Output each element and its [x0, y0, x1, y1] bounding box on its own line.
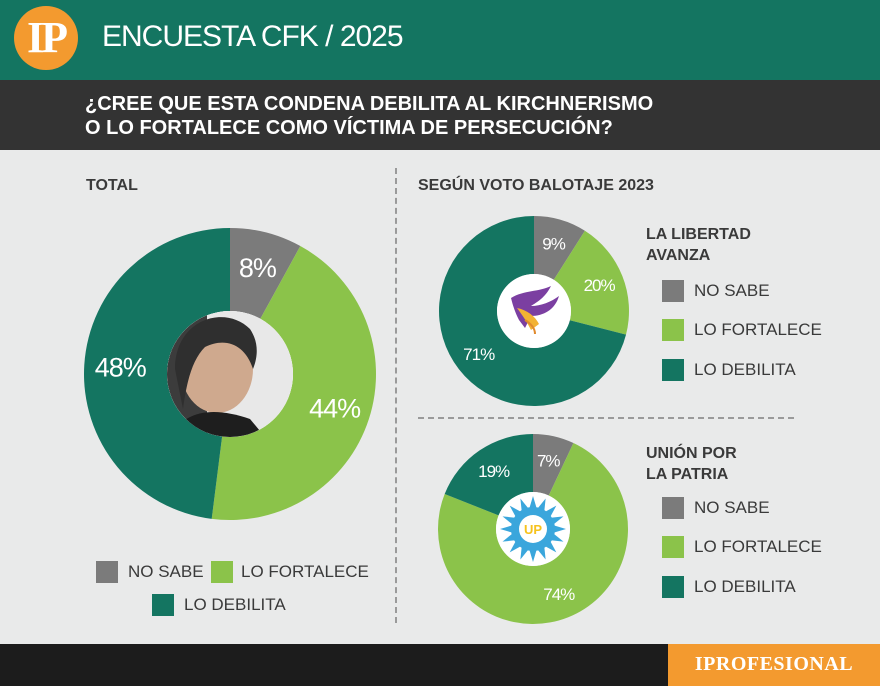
legend-label: NO SABE: [128, 562, 204, 581]
sun-ray: [500, 525, 514, 533]
legend-lla-lo-debilita: LO DEBILITA: [662, 359, 796, 381]
slice-label-no-sabe: 9%: [542, 235, 565, 254]
total-section-title: TOTAL: [86, 177, 138, 194]
footer-brand-box: IPROFESIONAL: [668, 644, 880, 686]
swatch-no-sabe: [662, 280, 684, 302]
up-title-line-2: LA PATRIA: [646, 466, 729, 483]
lla-title: LA LIBERTAD AVANZA: [646, 224, 751, 266]
lla-eagle-logo: [511, 286, 559, 335]
swatch-lo-debilita: [662, 576, 684, 598]
slice-no-sabe: [230, 228, 301, 319]
legend-label: LO DEBILITA: [694, 577, 796, 596]
up-donut-chart: UP 7% 74% 19%: [438, 434, 628, 624]
swatch-lo-debilita: [662, 359, 684, 381]
legend-total-lo-debilita: LO DEBILITA: [152, 594, 286, 616]
legend-lla-no-sabe: NO SABE: [662, 280, 770, 302]
legend-label: LO FORTALECE: [694, 320, 822, 339]
slice-label-no-sabe: 7%: [537, 452, 560, 471]
slice-lo-debilita: [439, 216, 627, 406]
slice-lo-fortalece: [553, 230, 629, 335]
slice-label-lo-fortalece: 44%: [309, 393, 361, 423]
iprofesional-logo: IP: [14, 6, 78, 70]
slice-label-lo-fortalece: 20%: [584, 276, 616, 295]
lla-title-line-1: LA LIBERTAD: [646, 226, 751, 243]
sun-ray: [552, 525, 566, 533]
legend-up-no-sabe: NO SABE: [662, 497, 770, 519]
slice-lo-fortalece: [211, 246, 376, 521]
legend-label: LO FORTALECE: [694, 537, 822, 556]
horizontal-divider: [418, 417, 794, 419]
slice-lo-fortalece: [438, 443, 628, 624]
legend-label: NO SABE: [694, 498, 770, 517]
footer-brand-text: IPROFESIONAL: [694, 653, 854, 675]
legend-total-lo-fortalece: LO FORTALECE: [211, 561, 369, 583]
slice-label-lo-debilita: 48%: [95, 353, 147, 383]
survey-question: ¿CREE QUE ESTA CONDENA DEBILITA AL KIRCH…: [85, 92, 805, 140]
legend-total-no-sabe: NO SABE: [96, 561, 204, 583]
segun-voto-section-title: SEGÚN VOTO BALOTAJE 2023: [418, 177, 654, 194]
legend-label: LO DEBILITA: [184, 595, 286, 614]
slice-no-sabe: [534, 216, 585, 280]
legend-up-lo-debilita: LO DEBILITA: [662, 576, 796, 598]
slice-lo-debilita: [444, 434, 533, 516]
header-title: ENCUESTA CFK / 2025: [102, 20, 404, 53]
up-logo-text: UP: [524, 522, 542, 537]
logo-text: IP: [27, 13, 68, 62]
vertical-divider: [395, 168, 397, 623]
total-donut-chart: 8% 44% 48%: [83, 228, 376, 521]
question-line-2: O LO FORTALECE COMO VÍCTIMA DE PERSECUCI…: [85, 117, 613, 139]
swatch-lo-debilita: [152, 594, 174, 616]
swatch-lo-fortalece: [662, 536, 684, 558]
legend-label: NO SABE: [694, 281, 770, 300]
legend-up-lo-fortalece: LO FORTALECE: [662, 536, 822, 558]
slice-label-lo-fortalece: 74%: [543, 585, 575, 604]
lla-donut-chart: 9% 20% 71%: [439, 216, 629, 406]
footer-bar: IPROFESIONAL: [0, 644, 880, 686]
up-title: UNIÓN POR LA PATRIA: [646, 443, 737, 485]
question-line-1: ¿CREE QUE ESTA CONDENA DEBILITA AL KIRCH…: [85, 93, 654, 115]
question-band: ¿CREE QUE ESTA CONDENA DEBILITA AL KIRCH…: [0, 80, 880, 150]
header-bar: IP ENCUESTA CFK / 2025: [0, 0, 880, 80]
swatch-lo-fortalece: [662, 319, 684, 341]
slice-no-sabe: [533, 434, 574, 496]
slice-label-no-sabe: 8%: [239, 253, 277, 283]
swatch-no-sabe: [96, 561, 118, 583]
sun-ray: [529, 548, 537, 562]
portrait-image: [167, 311, 293, 437]
swatch-no-sabe: [662, 497, 684, 519]
legend-lla-lo-fortalece: LO FORTALECE: [662, 319, 822, 341]
slice-lo-debilita: [83, 228, 231, 519]
up-sun-logo: UP: [500, 496, 566, 562]
sun-ray: [529, 496, 537, 510]
swatch-lo-fortalece: [211, 561, 233, 583]
lla-title-line-2: AVANZA: [646, 247, 711, 264]
slice-label-lo-debilita: 19%: [478, 462, 510, 481]
legend-label: LO DEBILITA: [694, 360, 796, 379]
slice-label-lo-debilita: 71%: [463, 345, 495, 364]
up-title-line-1: UNIÓN POR: [646, 445, 737, 462]
legend-label: LO FORTALECE: [241, 562, 369, 581]
